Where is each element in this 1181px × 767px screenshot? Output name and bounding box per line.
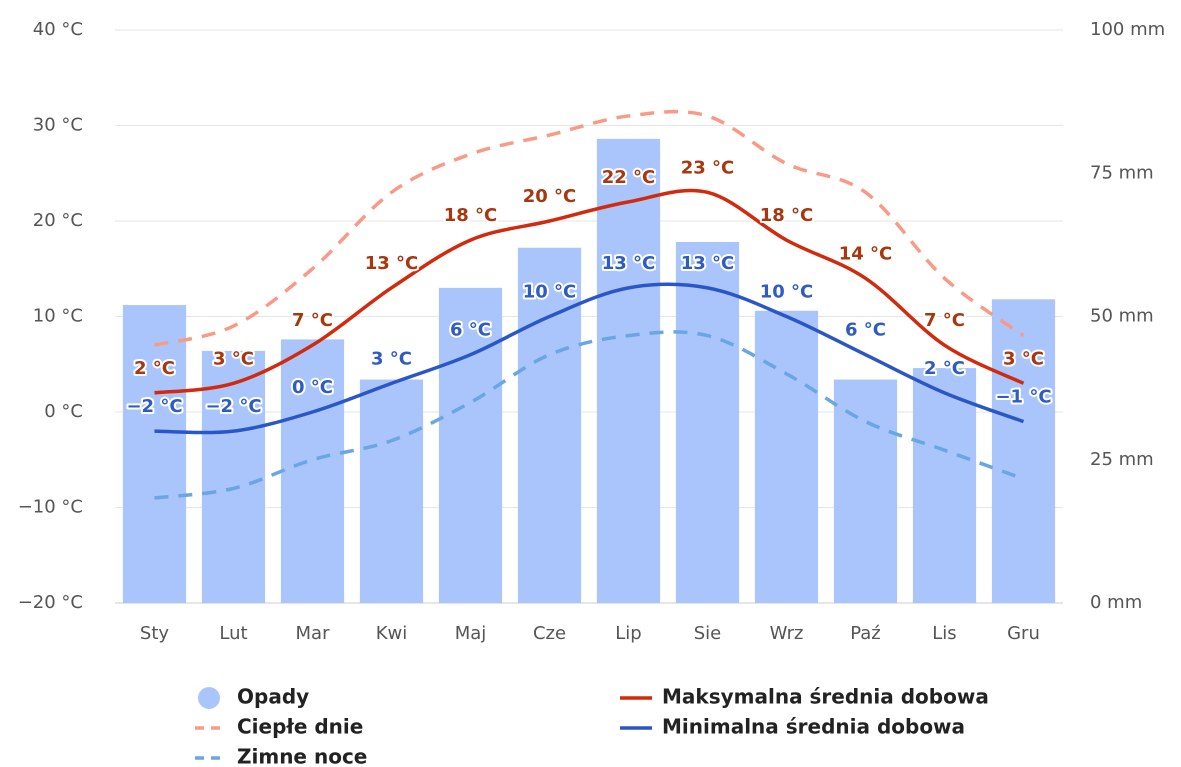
x-tick-label: Paź bbox=[850, 623, 881, 644]
bar bbox=[754, 310, 819, 603]
data-label: 13 °C bbox=[681, 253, 735, 274]
legend-label: Opady bbox=[237, 685, 309, 709]
bar bbox=[122, 305, 187, 603]
data-label: 20 °C bbox=[523, 186, 577, 207]
data-label: 13 °C bbox=[602, 253, 656, 274]
data-label: 7 °C bbox=[924, 310, 965, 331]
y2-tick-label: 50 mm bbox=[1090, 306, 1154, 327]
x-tick-label: Sty bbox=[140, 623, 169, 644]
bar bbox=[201, 350, 266, 603]
bar bbox=[833, 379, 898, 603]
bar bbox=[280, 339, 345, 603]
line bbox=[154, 282, 1025, 435]
data-label: 0 °C bbox=[292, 377, 333, 398]
legend-symbol bbox=[198, 687, 220, 709]
legend-label: Maksymalna średnia dobowa bbox=[662, 685, 989, 709]
legend-label: Zimne noce bbox=[237, 745, 367, 767]
data-label: 6 °C bbox=[845, 320, 886, 341]
bar bbox=[596, 138, 661, 603]
x-tick-label: Mar bbox=[296, 623, 331, 644]
data-label: −2 °C bbox=[126, 396, 182, 417]
y-tick-label: 20 °C bbox=[33, 210, 83, 231]
data-label: 18 °C bbox=[444, 205, 498, 226]
data-label: 22 °C bbox=[602, 167, 656, 188]
y-tick-label: 0 °C bbox=[44, 401, 83, 422]
legend-label: Minimalna średnia dobowa bbox=[662, 715, 965, 739]
y-tick-label: 30 °C bbox=[33, 115, 83, 136]
data-label: 7 °C bbox=[292, 310, 333, 331]
y2-tick-label: 0 mm bbox=[1090, 592, 1142, 613]
x-tick-label: Lis bbox=[932, 623, 956, 644]
y2-tick-label: 75 mm bbox=[1090, 162, 1154, 183]
x-tick-label: Lut bbox=[219, 623, 247, 644]
x-tick-label: Wrz bbox=[770, 623, 804, 644]
y2-tick-label: 100 mm bbox=[1090, 19, 1165, 40]
data-label: 6 °C bbox=[450, 320, 491, 341]
x-tick-label: Lip bbox=[615, 623, 641, 644]
data-label: 2 °C bbox=[134, 358, 175, 379]
x-tick-label: Sie bbox=[694, 623, 722, 644]
line bbox=[154, 109, 1025, 347]
data-label: 2 °C bbox=[924, 358, 965, 379]
data-label: 10 °C bbox=[760, 282, 814, 303]
data-label: 18 °C bbox=[760, 205, 814, 226]
bar bbox=[675, 242, 740, 603]
bar bbox=[991, 299, 1056, 603]
data-label: 3 °C bbox=[1003, 348, 1044, 369]
line bbox=[154, 330, 1025, 500]
x-tick-label: Cze bbox=[533, 623, 566, 644]
data-label: −2 °C bbox=[205, 396, 261, 417]
y2-tick-label: 25 mm bbox=[1090, 449, 1154, 470]
x-tick-label: Maj bbox=[455, 623, 487, 644]
data-label: 3 °C bbox=[371, 348, 412, 369]
y-tick-label: 10 °C bbox=[33, 306, 83, 327]
data-label: −1 °C bbox=[995, 387, 1051, 408]
bar bbox=[912, 368, 977, 603]
data-label: 23 °C bbox=[681, 157, 735, 178]
data-label: 3 °C bbox=[213, 348, 254, 369]
y-tick-label: −20 °C bbox=[18, 592, 83, 613]
x-tick-label: Gru bbox=[1007, 623, 1040, 644]
line bbox=[154, 188, 1025, 395]
bar bbox=[359, 379, 424, 603]
bar bbox=[438, 287, 503, 603]
x-tick-label: Kwi bbox=[376, 623, 408, 644]
legend-label: Ciepłe dnie bbox=[237, 715, 363, 739]
data-label: 13 °C bbox=[365, 253, 419, 274]
data-label: 10 °C bbox=[523, 282, 577, 303]
y-tick-label: 40 °C bbox=[33, 19, 83, 40]
data-label: 14 °C bbox=[839, 243, 893, 264]
y-tick-label: −10 °C bbox=[18, 497, 83, 518]
